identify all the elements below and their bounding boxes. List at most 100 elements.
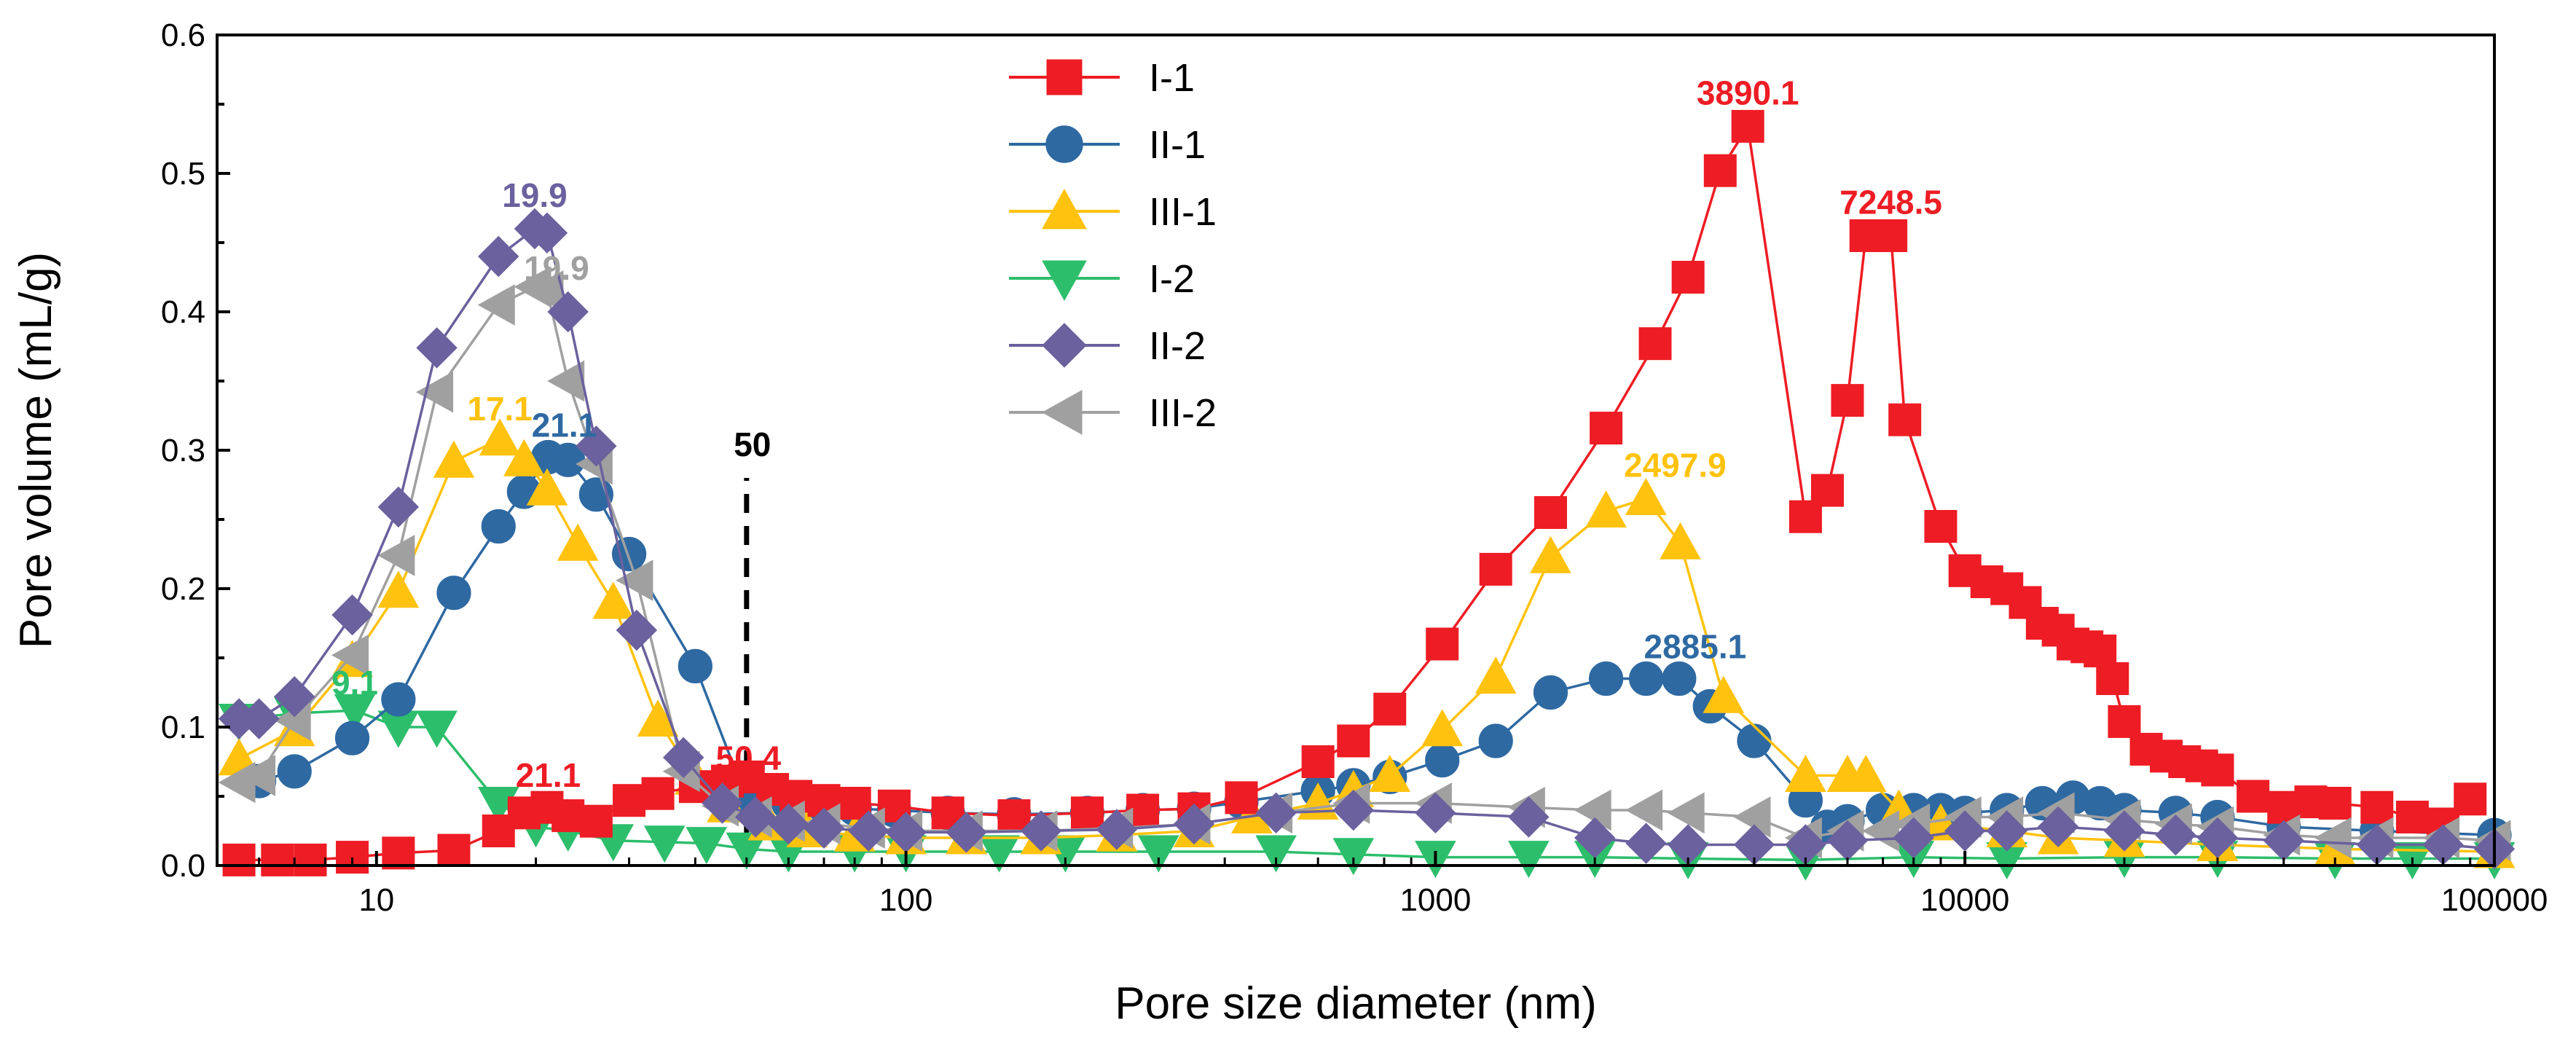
- data-point-II-2: [1255, 792, 1297, 834]
- data-point-II-1: [381, 682, 416, 717]
- data-point-II-2: [526, 212, 568, 254]
- data-point-I-1: [261, 843, 294, 876]
- data-point-II-1: [1629, 661, 1664, 696]
- data-point-III-2: [2314, 817, 2352, 859]
- data-point-II-1: [334, 721, 370, 755]
- peak-label: 50.4: [716, 739, 782, 777]
- data-point-III-2: [1862, 810, 1900, 852]
- data-point-II-2: [616, 609, 658, 651]
- legend-label-III-1: III-1: [1149, 190, 1217, 234]
- data-point-I-1: [2096, 662, 2129, 695]
- data-point-I-1: [2318, 787, 2352, 820]
- data-point-III-2: [416, 371, 454, 413]
- data-point-III-1: [1421, 709, 1464, 747]
- data-point-II-2: [416, 327, 458, 369]
- data-point-III-2: [477, 284, 515, 326]
- data-point-III-1: [1703, 675, 1745, 713]
- data-point-II-2: [702, 782, 743, 824]
- data-point-I-1: [336, 841, 369, 874]
- data-point-II-2: [803, 807, 845, 849]
- data-point-III-1: [526, 468, 568, 506]
- data-point-II-1: [1425, 743, 1460, 778]
- data-point-III-2: [1625, 789, 1663, 831]
- data-point-I-1: [1534, 496, 1567, 529]
- data-point-I-1: [437, 833, 471, 867]
- data-point-I-2: [978, 835, 1020, 873]
- data-point-II-2: [768, 803, 809, 845]
- data-point-II-2: [2103, 810, 2145, 852]
- data-point-III-2: [331, 634, 369, 676]
- data-point-II-2: [1332, 789, 1375, 831]
- data-point-I-1: [1924, 510, 1957, 543]
- y-axis-title: Pore volume (mL/g): [11, 252, 61, 648]
- y-tick-label: 0.5: [161, 156, 205, 192]
- data-point-II-2: [377, 486, 420, 528]
- y-tick-label: 0.4: [161, 294, 205, 330]
- data-point-II-2: [2037, 806, 2079, 848]
- x-tick-label: 100000: [2441, 882, 2548, 918]
- legend-marker-I-2: [1042, 260, 1087, 302]
- data-point-II-1: [1737, 723, 1772, 758]
- y-tick-label: 0.2: [161, 571, 205, 607]
- data-point-I-1: [1590, 412, 1623, 445]
- data-point-I-1: [1731, 109, 1764, 143]
- data-point-I-2: [686, 827, 728, 865]
- data-point-I-1: [382, 836, 415, 870]
- data-point-II-2: [1986, 810, 2027, 852]
- data-point-I-1: [1070, 796, 1104, 830]
- data-point-III-2: [238, 755, 276, 796]
- data-point-III-2: [547, 360, 585, 402]
- data-point-III-1: [377, 570, 420, 608]
- data-point-III-2: [377, 535, 415, 576]
- data-point-I-1: [2395, 801, 2429, 833]
- legend-marker-III-1: [1042, 188, 1087, 229]
- data-point-II-2: [1096, 809, 1138, 850]
- data-point-I-2: [416, 710, 458, 748]
- data-point-III-1: [479, 418, 521, 456]
- data-point-I-1: [1426, 627, 1459, 661]
- data-point-II-2: [1173, 803, 1215, 845]
- data-point-III-1: [1625, 477, 1667, 515]
- data-point-II-2: [547, 291, 589, 333]
- data-point-II-2: [273, 675, 315, 718]
- data-point-II-1: [1588, 661, 1624, 696]
- legend-marker-II-2: [1042, 323, 1087, 368]
- data-point-II-2: [1415, 792, 1456, 834]
- legend: I-1 II-1 III-1 I-2 II-2 III-2: [1009, 56, 1217, 435]
- legend-label-I-2: I-2: [1149, 257, 1195, 301]
- data-point-II-2: [576, 425, 617, 467]
- data-point-I-1: [2454, 782, 2487, 816]
- data-point-II-1: [1533, 675, 1568, 710]
- data-point-I-1: [1888, 403, 1922, 436]
- data-point-I-1: [1301, 745, 1335, 778]
- x-tick-label: 10000: [1920, 882, 2009, 918]
- data-point-II-1: [481, 509, 516, 544]
- peak-label: 2885.1: [1644, 628, 1746, 666]
- data-point-I-1: [2201, 753, 2234, 787]
- data-point-I-1: [1479, 552, 1512, 586]
- y-tick-label: 0.0: [161, 848, 205, 884]
- data-point-III-1: [1845, 754, 1887, 792]
- peak-label: 2497.9: [1624, 447, 1727, 484]
- data-point-III-1: [592, 581, 635, 619]
- x-tick-label: 1000: [1399, 882, 1471, 918]
- data-point-I-1: [1373, 692, 1407, 726]
- data-point-III-1: [1530, 535, 1571, 573]
- data-point-II-1: [277, 754, 312, 789]
- data-point-I-1: [294, 843, 327, 876]
- data-point-II-2: [1625, 823, 1667, 864]
- y-tick-label: 0.1: [161, 710, 205, 745]
- data-point-III-1: [1474, 656, 1517, 694]
- data-point-III-1: [557, 523, 599, 561]
- data-point-II-2: [1020, 810, 1062, 852]
- data-point-III-1: [433, 440, 475, 478]
- y-tick-label: 0.3: [161, 433, 205, 468]
- legend-marker-I-1: [1046, 59, 1083, 95]
- legend-label-II-2: II-2: [1149, 324, 1206, 368]
- data-point-I-1: [1671, 261, 1705, 294]
- data-point-I-1: [641, 777, 675, 810]
- data-point-I-2: [1255, 835, 1297, 873]
- data-point-I-2: [726, 832, 768, 870]
- data-point-III-1: [503, 439, 545, 476]
- series-II-2: [218, 208, 2516, 870]
